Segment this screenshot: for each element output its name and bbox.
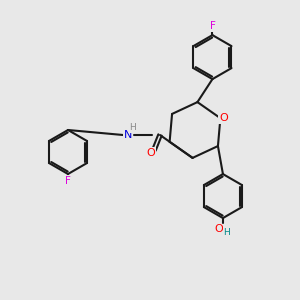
- Text: H: H: [129, 124, 135, 133]
- Text: O: O: [214, 224, 223, 234]
- Text: H: H: [224, 228, 230, 237]
- Text: F: F: [65, 176, 71, 186]
- Text: O: O: [219, 113, 228, 123]
- Text: O: O: [147, 148, 155, 158]
- Text: F: F: [209, 21, 215, 31]
- Text: N: N: [124, 130, 132, 140]
